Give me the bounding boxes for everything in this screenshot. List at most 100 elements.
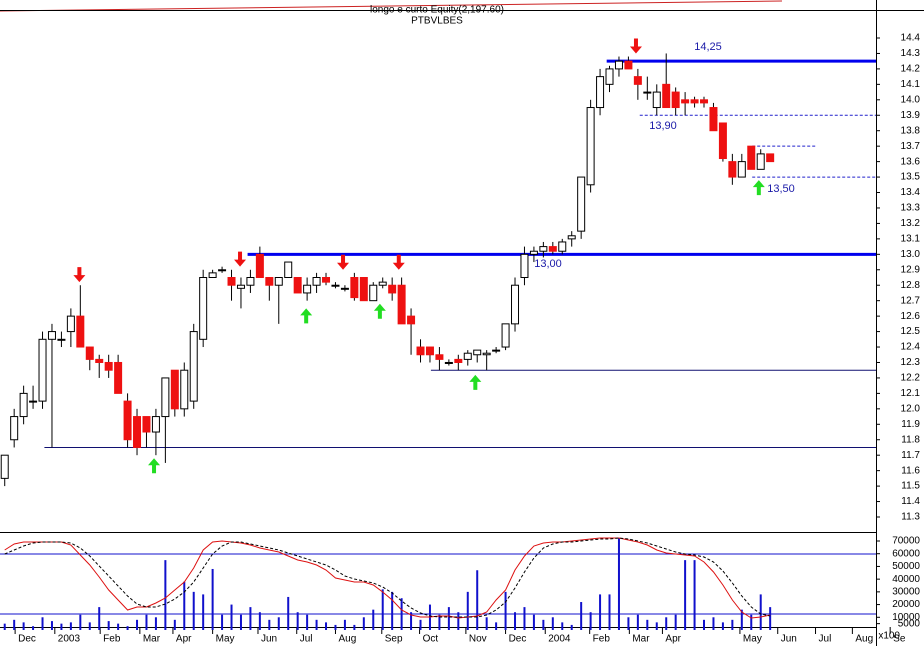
candle-body: [492, 349, 501, 352]
buy-arrow: [300, 308, 313, 324]
volume-unit: x100: [878, 631, 900, 642]
candle-body: [709, 107, 718, 132]
candle-body: [700, 99, 709, 104]
y-tick-label: 12.1: [901, 388, 921, 399]
x-tick-label: Jun: [261, 634, 277, 645]
y-tick-label: 13.1: [901, 234, 921, 245]
candle-body: [766, 153, 775, 163]
buy-arrow: [148, 458, 161, 474]
candle-body: [114, 361, 123, 394]
x-tick-label: May: [216, 634, 235, 645]
candle-body: [85, 346, 94, 360]
x-tick-label: Jul: [819, 634, 832, 645]
sell-arrow: [73, 267, 86, 283]
buy-arrow: [373, 303, 386, 319]
candle-body: [548, 246, 557, 252]
volume-tick-label: 40000: [892, 574, 920, 585]
level-label: 13,90: [649, 120, 677, 132]
y-tick-label: 12.0: [901, 403, 921, 414]
candle-body: [747, 145, 756, 170]
x-tick-label: Se: [893, 634, 906, 645]
candle-body: [520, 253, 529, 279]
y-tick-label: 14.0: [901, 94, 921, 105]
y-tick-label: 12.8: [901, 280, 921, 291]
candle-body: [123, 400, 132, 441]
decor-line: [0, 0, 783, 12]
candle-body: [66, 315, 75, 333]
candle-body: [57, 338, 66, 341]
candle-body: [19, 392, 28, 418]
x-tick-label: Mar: [632, 634, 650, 645]
y-tick-label: 13.3: [901, 203, 921, 214]
candle-body: [284, 261, 293, 279]
candle-body: [331, 284, 340, 287]
candle-body: [161, 377, 170, 418]
candle-body: [29, 400, 38, 403]
candle-body: [265, 277, 274, 286]
candle-body: [170, 369, 179, 410]
x-tick-label: Feb: [103, 634, 121, 645]
volume-tick-label: 60000: [892, 548, 920, 559]
candle-body: [255, 253, 264, 279]
candle-body: [624, 60, 633, 70]
y-tick-label: 11.7: [901, 450, 920, 461]
x-tick-label: Aug: [338, 634, 356, 645]
level-label: 13,00: [534, 258, 562, 270]
y-tick-label: 12.2: [901, 373, 921, 384]
chart-subtitle: PTBVLBES: [411, 16, 463, 27]
y-tick-label: 13.8: [901, 125, 921, 136]
y-tick-label: 13.9: [901, 110, 921, 121]
y-tick-label: 12.5: [901, 326, 921, 337]
x-tick-label: 2003: [58, 634, 81, 645]
y-tick-label: 13.0: [901, 249, 921, 260]
candle-body: [444, 361, 453, 364]
candle-body: [38, 338, 47, 402]
candle-body: [359, 277, 368, 302]
candle-body: [227, 277, 236, 286]
candle-body: [558, 241, 567, 252]
candle-body: [322, 277, 331, 283]
y-tick-label: 11.5: [901, 481, 920, 492]
y-tick-label: 12.6: [901, 311, 921, 322]
x-tick-label: Oct: [423, 634, 439, 645]
candle-body: [76, 315, 85, 348]
candle-body: [208, 272, 217, 278]
candle-body: [482, 352, 491, 356]
volume-tick-label: 5000: [898, 618, 921, 629]
x-tick-label: Dec: [18, 634, 36, 645]
candle-body: [10, 416, 19, 441]
candle-body: [303, 284, 312, 294]
oscillator-line: [4, 537, 771, 618]
y-tick-label: 13.6: [901, 156, 921, 167]
candle-body: [104, 361, 113, 371]
candle-body: [463, 352, 472, 360]
candle-body: [246, 277, 255, 286]
y-tick-label: 13.4: [901, 187, 921, 198]
candle-body: [605, 68, 614, 85]
candle-body: [511, 284, 520, 325]
x-tick-label: Nov: [469, 634, 487, 645]
candle-body: [529, 250, 538, 255]
candle-body: [142, 416, 151, 433]
volume-tick-label: 70000: [892, 536, 920, 547]
candle-body: [199, 277, 208, 340]
level-label: 14,25: [694, 41, 722, 53]
chart-title: longo e curto Equity(2,197.60): [370, 5, 504, 16]
candle-body: [662, 83, 671, 109]
candle-body: [397, 284, 406, 325]
volume-tick-label: 30000: [892, 586, 920, 597]
x-tick-label: Dec: [509, 634, 527, 645]
candle-body: [236, 284, 245, 289]
x-tick-label: Jun: [781, 634, 797, 645]
candle-body: [378, 281, 387, 286]
candle-body: [425, 346, 434, 356]
x-tick-label: Apr: [176, 634, 192, 645]
y-tick-label: 13.2: [901, 218, 921, 229]
candle-body: [133, 416, 142, 448]
candle-body: [0, 454, 9, 479]
candle-body: [586, 107, 595, 186]
candle-body: [369, 284, 378, 302]
y-tick-label: 13.5: [901, 172, 921, 183]
candle-body: [350, 277, 359, 299]
